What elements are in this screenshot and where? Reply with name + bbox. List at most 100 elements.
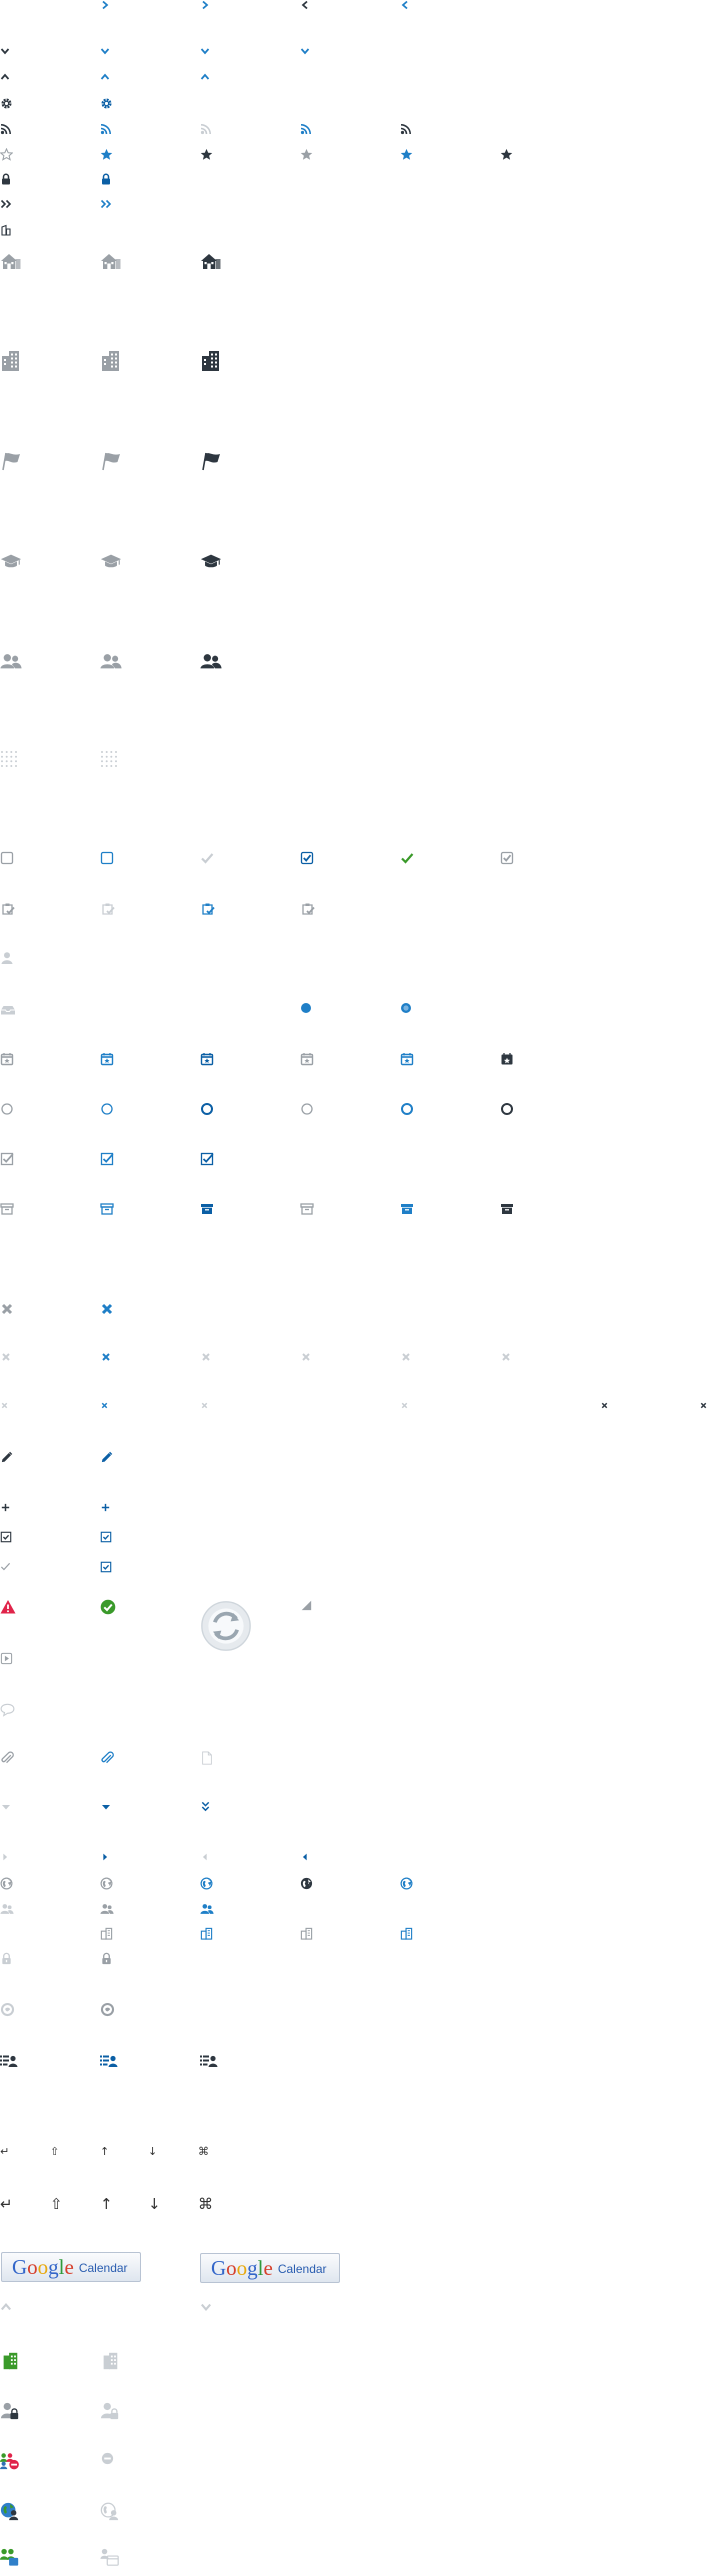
circle-icon xyxy=(300,1102,314,1116)
task-box-icon xyxy=(100,1531,112,1543)
user-list-icon xyxy=(100,2052,118,2070)
tray-icon xyxy=(0,1002,16,1018)
calendar-star-icon xyxy=(500,1052,514,1066)
calendar-star-icon xyxy=(300,1052,314,1066)
globe-icon xyxy=(0,1877,13,1890)
key-down-large: ↓ xyxy=(148,2195,161,2213)
double-chevron-right-icon xyxy=(0,198,12,210)
building-add-icon xyxy=(0,2351,20,2371)
group-blocked-icon xyxy=(0,2451,20,2471)
checkbox-checked-icon xyxy=(500,851,514,865)
clipboard-check-icon xyxy=(100,901,116,917)
circle-icon xyxy=(0,1102,14,1116)
checkbox-icon xyxy=(0,851,14,865)
chevron-left-icon xyxy=(300,0,310,10)
graduation-cap-icon xyxy=(0,550,22,572)
group-calendar-icon xyxy=(0,2547,20,2567)
plus-icon xyxy=(100,1502,111,1513)
calendar-star-icon xyxy=(200,1052,214,1066)
task-box-icon xyxy=(0,1531,12,1543)
padlock-icon xyxy=(0,1952,13,1965)
chevron-right-icon xyxy=(200,0,210,10)
globe-user-icon xyxy=(100,2501,120,2521)
calendar-star-icon xyxy=(100,1052,114,1066)
chevron-down-icon xyxy=(200,46,210,56)
double-caret-down-icon xyxy=(200,1801,211,1812)
google-logo-letter: l xyxy=(257,2256,264,2280)
pencil-icon xyxy=(100,1451,113,1464)
checkmark-icon xyxy=(400,851,414,865)
circle-icon xyxy=(100,1102,114,1116)
plus-icon xyxy=(0,1502,11,1513)
caret-down-icon xyxy=(100,1801,112,1813)
archive-box-icon xyxy=(0,1202,14,1216)
dot-grid-icon xyxy=(100,750,120,770)
star-outline-icon xyxy=(0,148,13,161)
google-calendar-button[interactable]: Google Calendar xyxy=(1,2252,141,2282)
google-logo-letter: g xyxy=(247,2256,258,2280)
radio-dot-icon xyxy=(400,1002,412,1014)
task-box-icon xyxy=(100,1561,112,1573)
chevron-down-icon xyxy=(100,46,110,56)
flag-icon xyxy=(200,450,222,472)
google-calendar-button[interactable]: Google Calendar xyxy=(200,2253,340,2283)
group-calendar-icon xyxy=(100,2547,120,2567)
globe-user-icon xyxy=(0,2501,20,2521)
google-logo-letter: o xyxy=(236,2256,248,2280)
rss-icon xyxy=(300,123,312,135)
archive-box-icon xyxy=(100,1202,114,1216)
caret-right-icon xyxy=(0,1852,10,1862)
clipboard-check-icon xyxy=(200,901,216,917)
google-logo-letter: o xyxy=(226,2256,237,2280)
users-icon xyxy=(100,1902,114,1916)
house-icon xyxy=(100,250,122,272)
radio-dot-icon xyxy=(300,1002,312,1014)
graduation-cap-icon xyxy=(100,550,122,572)
users-icon xyxy=(200,1902,214,1916)
close-icon xyxy=(500,1351,512,1363)
close-icon xyxy=(600,1401,609,1410)
google-calendar-label: Calendar xyxy=(78,2261,128,2275)
double-chevron-right-icon xyxy=(100,198,112,210)
chevron-left-icon xyxy=(400,0,410,10)
no-entry-icon xyxy=(100,2451,115,2466)
calendar-star-icon xyxy=(400,1052,414,1066)
google-calendar-label: Calendar xyxy=(277,2262,327,2276)
building-icon xyxy=(400,1927,413,1940)
circle-icon xyxy=(200,1102,214,1116)
pencil-icon xyxy=(0,1451,13,1464)
rss-icon xyxy=(200,123,212,135)
google-logo-letter: G xyxy=(211,2256,227,2280)
success-icon xyxy=(100,1599,116,1615)
circle-icon xyxy=(400,1102,414,1116)
chevron-down-icon xyxy=(300,46,310,56)
archive-box-icon xyxy=(500,1202,514,1216)
person-icon xyxy=(0,951,14,965)
chevron-up-icon xyxy=(200,72,210,82)
key-command-small: ⌘ xyxy=(198,2145,209,2158)
close-icon xyxy=(0,1351,12,1363)
star-icon xyxy=(400,148,413,161)
badge-icon xyxy=(100,2002,115,2017)
chevron-up-icon xyxy=(0,72,10,82)
google-logo-letter: l xyxy=(58,2255,65,2279)
chevron-down-icon xyxy=(200,2301,212,2313)
chevron-up-icon xyxy=(0,2301,12,2313)
key-enter-small: ↵ xyxy=(0,2145,10,2158)
paperclip-icon xyxy=(100,1751,115,1766)
google-logo-letter: e xyxy=(64,2255,74,2279)
play-box-icon xyxy=(0,1652,13,1665)
users-icon xyxy=(0,650,22,672)
globe-icon xyxy=(100,1877,113,1890)
building-icon xyxy=(0,224,12,236)
globe-icon xyxy=(400,1877,413,1890)
checkmark-icon xyxy=(0,1561,11,1572)
clipboard-check-icon xyxy=(300,901,316,917)
star-icon xyxy=(100,148,113,161)
key-up-small: ↑ xyxy=(100,2145,110,2158)
user-lock-icon xyxy=(0,2401,20,2421)
house-icon xyxy=(200,250,222,272)
users-icon xyxy=(200,650,222,672)
close-icon xyxy=(0,1401,9,1410)
clipboard-check-icon xyxy=(0,901,16,917)
